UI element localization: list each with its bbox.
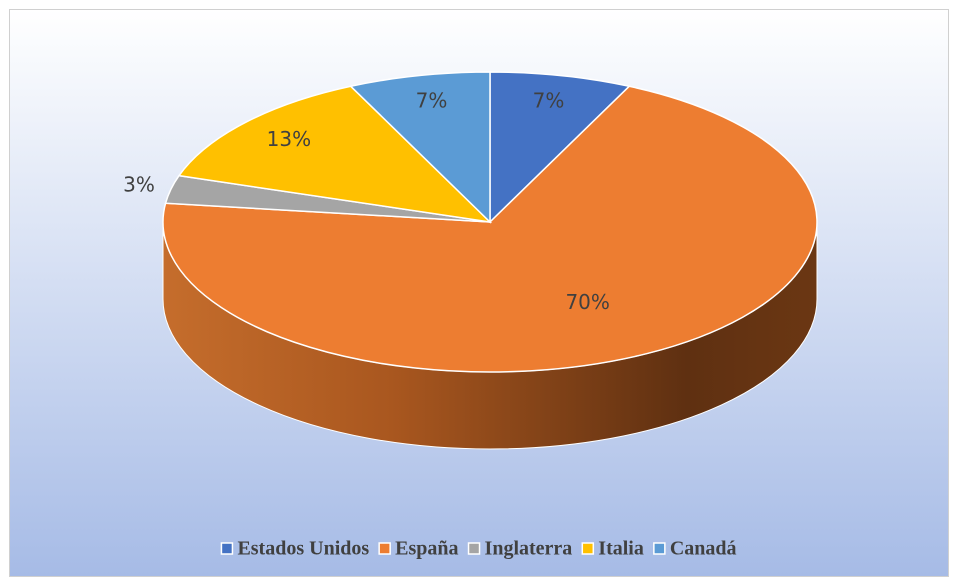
data-label: 70%	[565, 290, 609, 314]
legend-marker	[581, 542, 595, 555]
data-label: 3%	[123, 173, 155, 197]
pie: 7% 70% 3% 13% 7%	[123, 71, 818, 450]
legend-label: Estados Unidos	[237, 538, 369, 560]
legend: Estados Unidos España Inglaterra Italia Cana…	[220, 538, 737, 560]
legend-label: Inglaterra	[485, 538, 573, 560]
legend-marker	[467, 542, 481, 555]
legend-label: España	[395, 538, 458, 560]
data-label: 7%	[533, 88, 565, 112]
data-label: 7%	[416, 88, 448, 112]
slice	[349, 71, 491, 224]
data-label: 13%	[267, 127, 311, 151]
legend-marker	[220, 542, 234, 555]
slice	[489, 71, 631, 224]
legend-label: Canadá	[670, 538, 737, 560]
legend-marker	[378, 542, 391, 555]
slice	[162, 85, 818, 373]
legend-marker	[653, 542, 666, 555]
slice	[177, 85, 493, 224]
legend-label: Italia	[598, 538, 644, 560]
